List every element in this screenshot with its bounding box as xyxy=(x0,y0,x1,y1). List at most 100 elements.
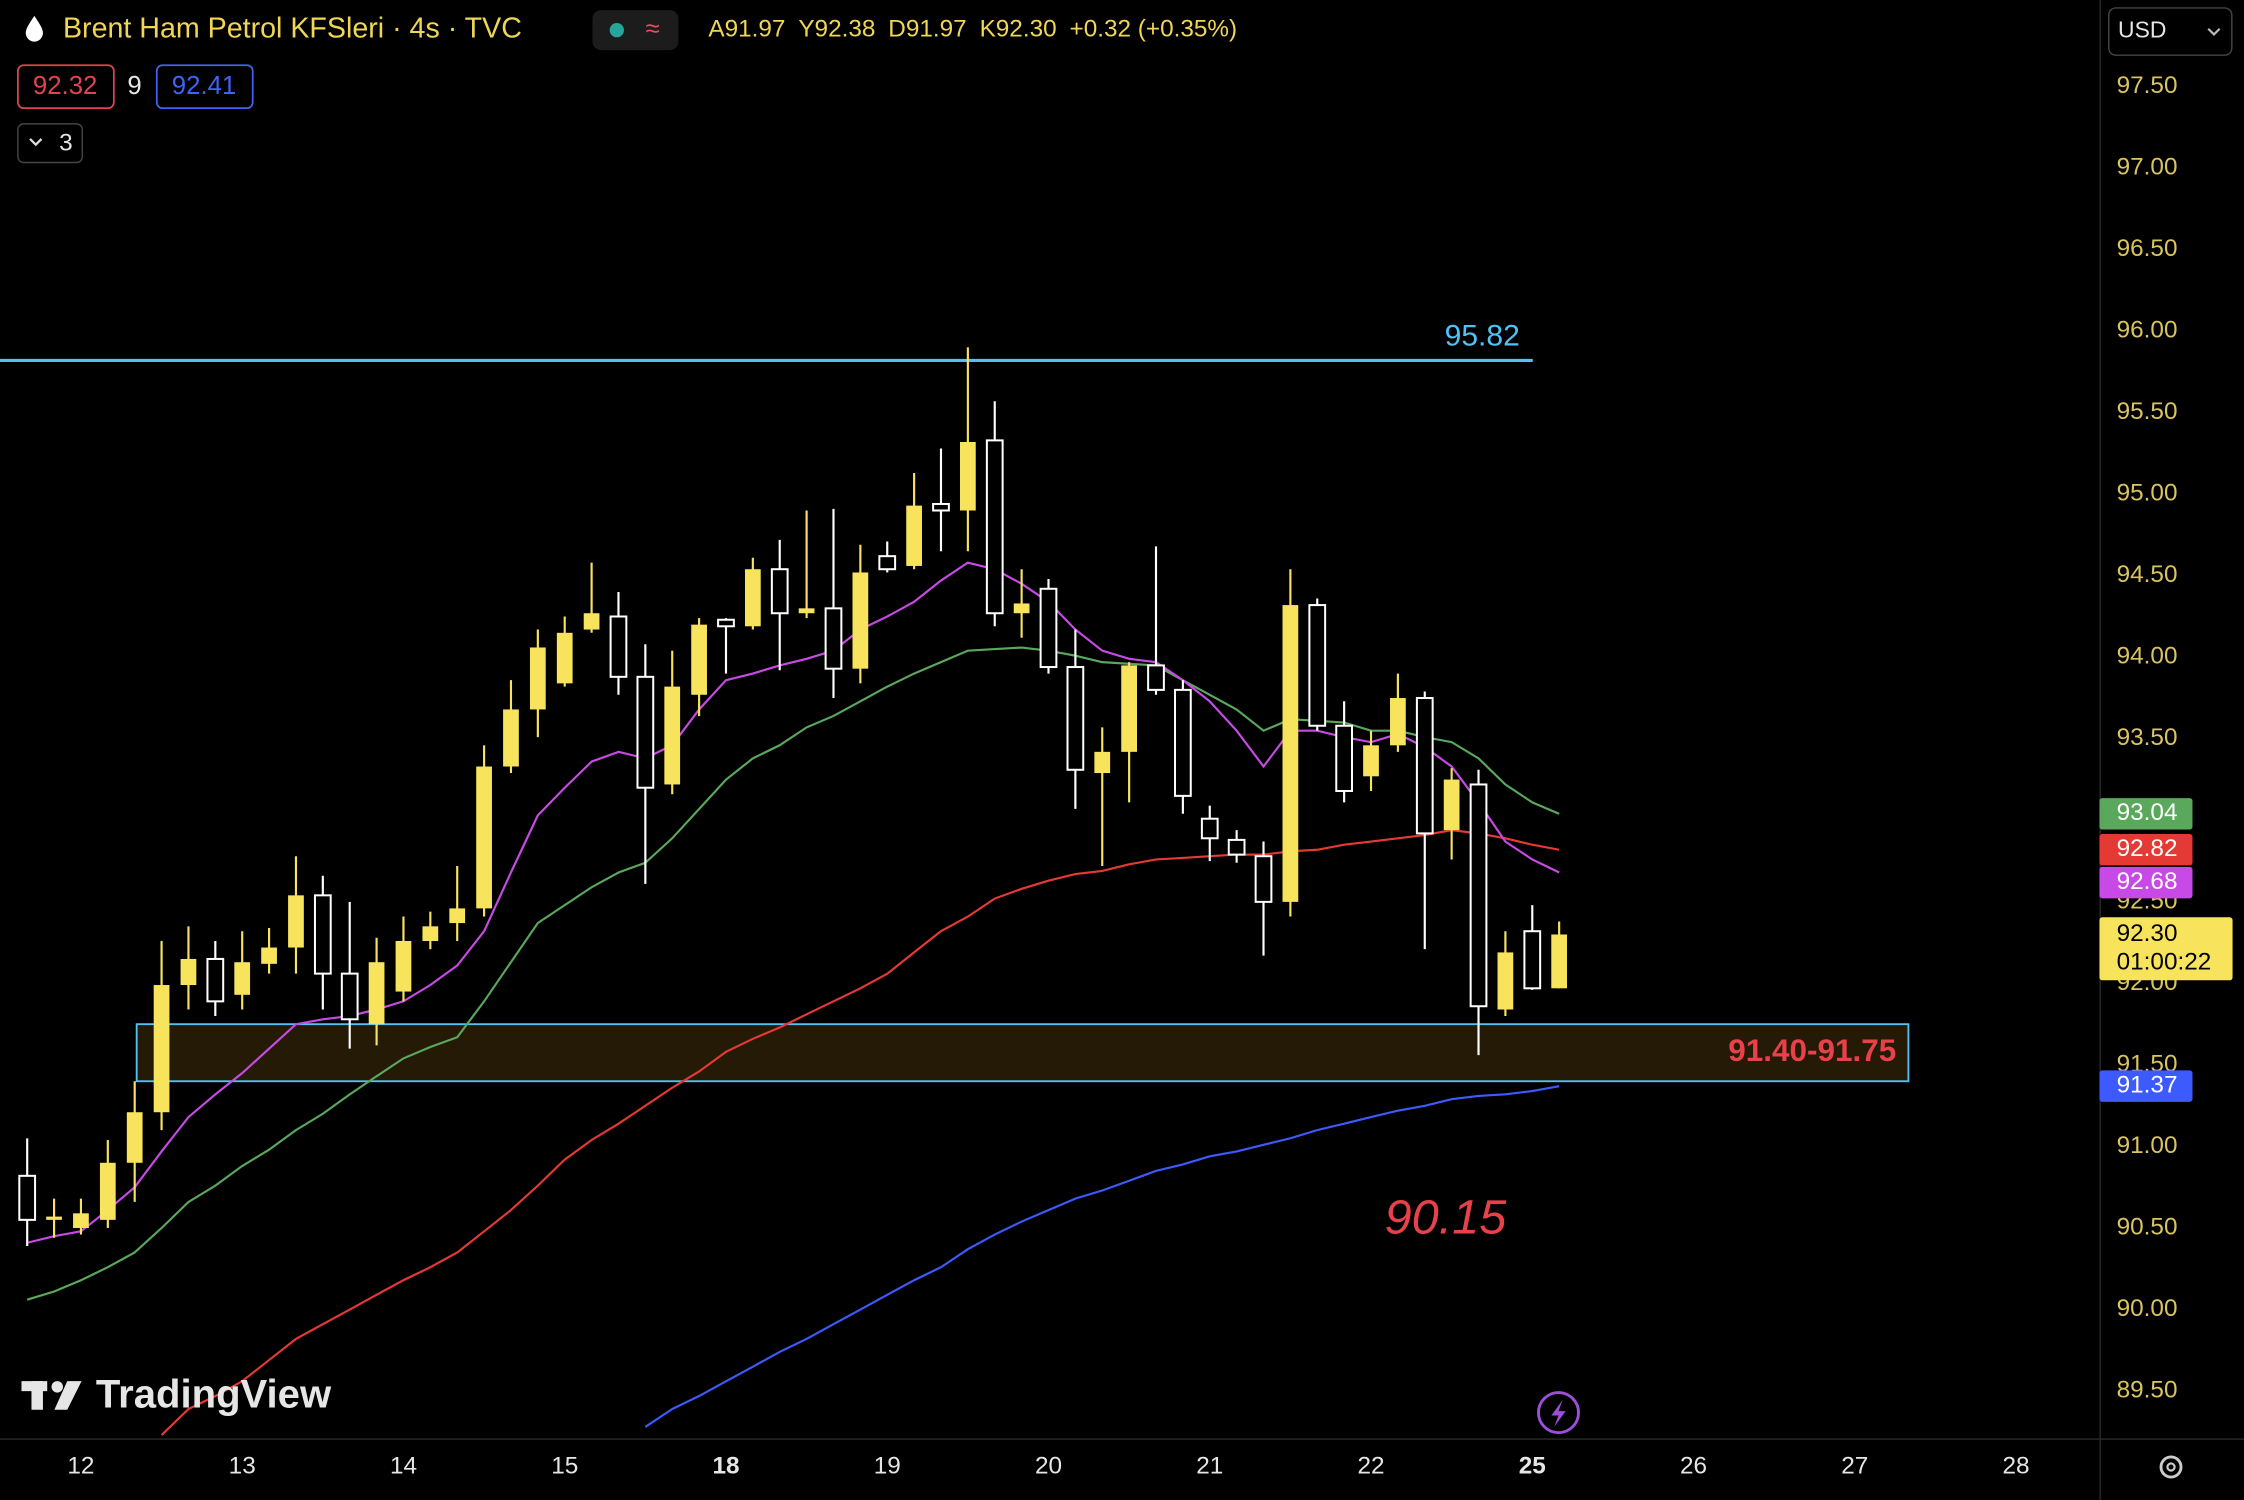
candle-body xyxy=(476,766,492,909)
bolt-icon xyxy=(1551,1399,1566,1427)
x-tick-label: 22 xyxy=(1357,1452,1384,1479)
candle-body xyxy=(1469,783,1488,1008)
y-tick-label: 90.00 xyxy=(2117,1295,2178,1322)
candle-body xyxy=(261,947,277,964)
candle-body xyxy=(1200,817,1219,840)
candle-body xyxy=(1254,855,1273,903)
y-tick-label: 93.50 xyxy=(2117,724,2178,751)
badge-text: 92.41 xyxy=(172,72,236,100)
alert-icon[interactable] xyxy=(1537,1391,1580,1435)
currency-label: USD xyxy=(2118,17,2166,43)
change-value: +0.32 (+0.35%) xyxy=(1070,16,1238,43)
axes: 89.5090.0090.5091.0091.5092.0092.5093.00… xyxy=(67,72,2233,1479)
candle-body xyxy=(73,1213,89,1229)
y-tick-label: 95.00 xyxy=(2117,480,2178,507)
candle-body xyxy=(609,615,628,678)
countdown-label: 01:00:22 xyxy=(2117,949,2212,976)
badge-text: 92.32 xyxy=(33,72,97,100)
candle-body xyxy=(368,962,385,1025)
x-tick-label: 15 xyxy=(551,1452,578,1479)
candle-body xyxy=(1523,930,1542,990)
candle-body xyxy=(422,926,439,942)
candle-body xyxy=(1227,838,1246,856)
indicator-badges[interactable]: 92.32 9 92.41 xyxy=(17,64,254,110)
y-tick-label: 95.50 xyxy=(2117,398,2178,425)
settings-icon-center xyxy=(2166,1462,2176,1472)
candle-body xyxy=(985,439,1004,615)
candle-body xyxy=(529,647,546,710)
symbol-title: Brent Ham Petrol KFSleri · 4s · TVC xyxy=(63,13,522,45)
price-badge-label: 93.04 xyxy=(2117,799,2178,826)
price-badge-label: 91.37 xyxy=(2117,1072,2178,1099)
y-tick-label: 91.00 xyxy=(2117,1132,2178,1159)
candle-body xyxy=(1551,934,1568,989)
badge[interactable] xyxy=(155,64,254,110)
candle-body xyxy=(1497,952,1514,1010)
x-tick-label: 28 xyxy=(2003,1452,2030,1479)
ohlc-value: A91.97 xyxy=(708,16,785,43)
candle-body xyxy=(824,607,843,670)
currency-dropdown[interactable] xyxy=(2108,7,2233,56)
candle-body xyxy=(234,962,251,995)
candle-body xyxy=(1121,665,1137,752)
candle-body xyxy=(878,555,897,571)
candle-body xyxy=(46,1216,62,1220)
ohlc-value: K92.30 xyxy=(980,16,1057,43)
badge-text: 9 xyxy=(127,72,141,100)
y-tick-label: 96.50 xyxy=(2117,235,2178,262)
settings-icon[interactable] xyxy=(2159,1455,2183,1479)
y-tick-label: 97.00 xyxy=(2117,153,2178,180)
candle-body xyxy=(1308,604,1327,727)
price-badge-label: 92.68 xyxy=(2117,868,2178,895)
watermark-logo xyxy=(21,1381,82,1410)
collapsed-count: 3 xyxy=(59,129,73,156)
candle-body xyxy=(99,1162,116,1220)
candle-body xyxy=(691,624,707,695)
candle-body xyxy=(906,505,922,566)
candle-body xyxy=(583,613,600,630)
moving-average-line xyxy=(26,646,1560,1301)
x-tick-label: 14 xyxy=(390,1452,417,1479)
candle-body xyxy=(1094,751,1111,774)
price-badge xyxy=(2099,833,2193,866)
logo-part xyxy=(31,1381,43,1410)
plot-area: 95.82 91.40-91.75 90.15 xyxy=(0,320,1910,1436)
dropdown-chevron xyxy=(2207,27,2221,36)
candle-body xyxy=(313,894,332,975)
status-pill xyxy=(592,10,679,51)
y-tick-label: 96.00 xyxy=(2117,317,2178,344)
collapse-button[interactable] xyxy=(17,123,84,164)
candle-body xyxy=(1066,666,1085,771)
candle-body xyxy=(153,985,170,1113)
candle-body xyxy=(636,675,655,789)
candle-body xyxy=(206,957,225,1003)
resistance-label: 95.82 xyxy=(1445,320,1520,353)
candle-body xyxy=(1174,688,1192,797)
x-tick-label: 18 xyxy=(712,1452,739,1479)
annotation: 90.15 xyxy=(1385,1191,1508,1245)
y-tick-label: 97.50 xyxy=(2117,72,2178,99)
candle-body xyxy=(1013,603,1030,614)
candle-body xyxy=(503,709,519,767)
candle-body xyxy=(744,569,761,627)
candle-body xyxy=(1039,587,1058,669)
candle-body xyxy=(18,1174,37,1221)
candle-body xyxy=(1335,724,1354,792)
x-tick-label: 12 xyxy=(67,1452,94,1479)
candle-body xyxy=(395,941,412,992)
badge[interactable] xyxy=(17,64,115,110)
x-tick-label: 26 xyxy=(1680,1452,1707,1479)
x-tick-label: 13 xyxy=(229,1452,256,1479)
symbol-icon xyxy=(25,15,43,42)
x-tick-label: 21 xyxy=(1196,1452,1223,1479)
price-badge-label: 92.82 xyxy=(2117,835,2178,862)
x-tick-label: 20 xyxy=(1035,1452,1062,1479)
candle-body xyxy=(449,908,466,924)
candle-body xyxy=(717,618,735,628)
candle-body xyxy=(1443,779,1460,831)
candle-body xyxy=(770,568,789,615)
moving-average-line xyxy=(644,1085,1560,1428)
candle-body xyxy=(1147,664,1165,691)
